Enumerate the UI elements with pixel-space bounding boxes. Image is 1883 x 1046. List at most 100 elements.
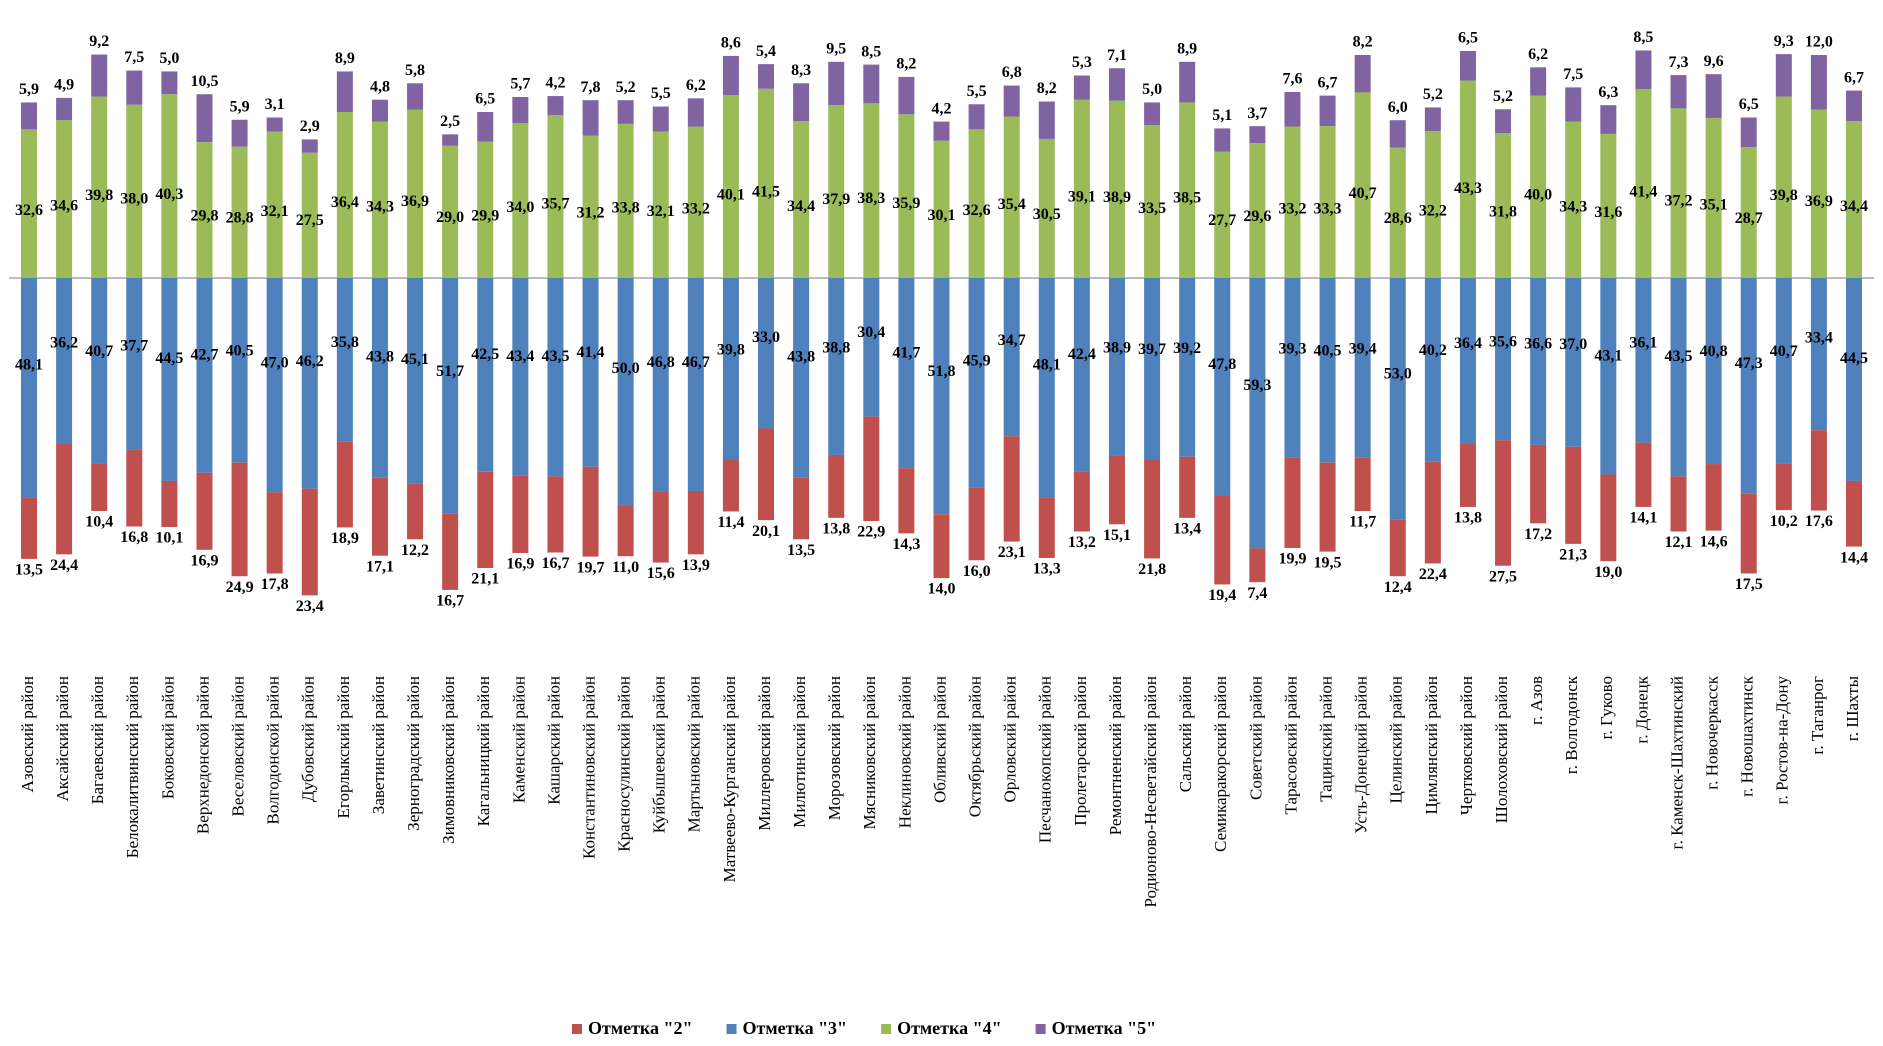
bar-segment	[1775, 278, 1792, 464]
legend-label: Отметка "4"	[897, 1018, 1002, 1038]
bar-segment	[1108, 68, 1125, 101]
value-label: 36,6	[1524, 335, 1552, 352]
bar-segment	[687, 278, 704, 491]
bar-segment	[933, 278, 950, 515]
value-label: 19,7	[577, 559, 605, 576]
bar-segment	[1459, 80, 1476, 278]
bar-segment	[1530, 95, 1547, 278]
value-label: 51,8	[928, 363, 956, 380]
bar-segment	[863, 416, 880, 522]
bar-segment	[336, 71, 353, 113]
value-label: 34,0	[506, 199, 534, 216]
bar-segment	[1635, 89, 1652, 278]
bar-segment	[1775, 96, 1792, 279]
value-label: 16,7	[436, 593, 464, 610]
value-label: 19,0	[1594, 564, 1622, 581]
value-label: 8,2	[1037, 80, 1057, 97]
value-label: 48,1	[15, 356, 43, 373]
bar-segment	[371, 278, 388, 478]
value-label: 43,3	[1454, 180, 1482, 197]
value-label: 7,5	[124, 49, 144, 66]
value-label: 38,9	[1103, 340, 1131, 357]
bar-segment	[1319, 278, 1336, 463]
value-label: 35,6	[1489, 334, 1517, 351]
bar-segment	[933, 514, 950, 579]
bar-segment	[652, 131, 669, 278]
value-label: 7,5	[1563, 66, 1583, 83]
bar-segment	[1354, 278, 1371, 458]
bar-segment	[266, 117, 283, 132]
value-label: 47,3	[1735, 355, 1763, 372]
bar-segment	[793, 477, 810, 540]
value-label: 11,7	[1349, 514, 1376, 531]
value-label: 6,5	[1739, 96, 1759, 113]
value-label: 13,8	[822, 521, 850, 538]
category-label: Пролетарский район	[1071, 676, 1090, 826]
bar-segment	[1179, 278, 1196, 457]
bar-segment	[21, 129, 37, 278]
value-label: 40,0	[1524, 187, 1552, 204]
legend-swatch	[726, 1024, 737, 1034]
value-label: 39,2	[1173, 340, 1201, 357]
bar-segment	[1144, 125, 1161, 279]
bar-segment	[442, 513, 459, 590]
value-label: 47,0	[261, 354, 289, 371]
value-label: 8,9	[1177, 41, 1197, 58]
category-label: Каменский район	[509, 676, 528, 803]
bar-segment	[1530, 444, 1547, 524]
bar-segment	[1705, 117, 1722, 278]
bar-segment	[1670, 108, 1687, 278]
bar-segment	[1846, 121, 1862, 278]
value-label: 36,2	[50, 335, 78, 352]
category-label: Красносулинский район	[615, 676, 634, 852]
category-label: Морозовский район	[825, 676, 844, 820]
category-label: Шолоховский район	[1492, 676, 1511, 823]
value-label: 8,9	[335, 50, 355, 67]
bar-segment	[758, 278, 775, 429]
bar-segment	[1249, 143, 1266, 278]
value-label: 3,7	[1247, 105, 1267, 122]
bar-segment	[722, 55, 739, 96]
value-label: 44,5	[1840, 350, 1868, 367]
bar-segment	[161, 71, 178, 95]
bar-segment	[1600, 278, 1617, 475]
bar-segment	[1670, 75, 1687, 109]
bar-segment	[1810, 109, 1827, 279]
value-label: 37,7	[120, 337, 148, 354]
bar-segment	[477, 141, 494, 278]
bar-segment	[512, 122, 529, 279]
bar-segment	[512, 278, 529, 476]
category-label: Неклиновский район	[895, 676, 914, 828]
bar-segment	[126, 278, 143, 450]
value-label: 5,0	[159, 50, 179, 67]
bar-segment	[1144, 102, 1161, 126]
value-label: 29,6	[1243, 208, 1271, 225]
bar-segment	[1144, 278, 1161, 460]
bar-segment	[1705, 464, 1722, 531]
bar-segment	[547, 115, 564, 278]
value-label: 46,2	[296, 353, 324, 370]
bar-segment	[1179, 102, 1196, 278]
value-label: 39,1	[1068, 188, 1096, 205]
legend-swatch	[572, 1024, 582, 1034]
value-label: 32,2	[1419, 203, 1447, 220]
category-label: Целинский район	[1387, 676, 1406, 804]
bar-segment	[1495, 440, 1512, 566]
category-label: Милютинский район	[790, 676, 809, 828]
bar-segment	[1108, 455, 1125, 525]
value-label: 45,9	[963, 352, 991, 369]
value-label: 4,8	[370, 78, 390, 95]
value-label: 16,8	[120, 529, 148, 546]
bar-segment	[722, 459, 739, 512]
value-label: 32,6	[15, 202, 43, 219]
value-label: 37,0	[1559, 336, 1587, 353]
value-label: 24,9	[226, 579, 254, 596]
bar-segment	[442, 145, 459, 278]
bar-segment	[1846, 480, 1862, 547]
bar-segment	[91, 278, 108, 464]
category-label: Кашарский район	[544, 676, 563, 805]
category-label: Матвеево-Курганский район	[720, 676, 739, 882]
bar-segment	[898, 278, 915, 469]
value-label: 33,0	[752, 329, 780, 346]
category-label: г. Шахты	[1843, 675, 1862, 741]
